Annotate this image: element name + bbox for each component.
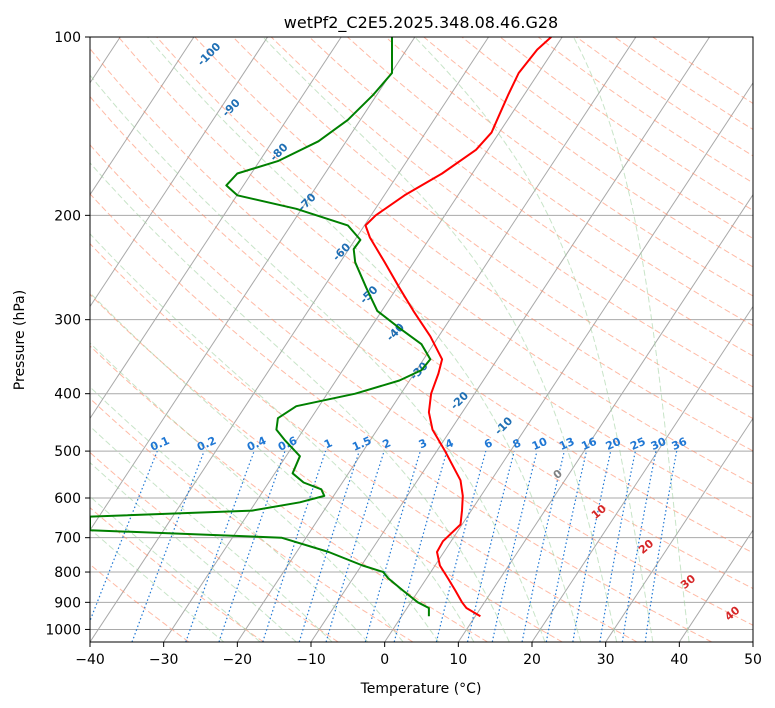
- dry-adiabat-line: [90, 243, 638, 642]
- moist-adiabat-line: [90, 292, 439, 642]
- x-axis-label: Temperature (°C): [360, 681, 482, 697]
- moist-adiabat-line: [90, 342, 404, 642]
- mixing-ratio-line: [131, 450, 205, 642]
- dry-adiabat-line: [232, 37, 753, 420]
- y-tick-label: 100: [54, 30, 81, 46]
- isotherm-line: [90, 37, 489, 642]
- moist-adiabat-line: [573, 37, 690, 642]
- x-tick-label: 40: [670, 652, 688, 668]
- mixing-ratio-line: [521, 450, 565, 642]
- dry-adiabat-line: [90, 193, 712, 642]
- moist-adiabat-line: [90, 461, 297, 642]
- isotherm-line: [90, 37, 268, 308]
- dry-adiabat-line: [308, 37, 753, 357]
- mixing-ratio-line: [90, 450, 158, 623]
- x-tick-label: 50: [744, 652, 762, 668]
- dry-adiabat-line: [90, 144, 753, 626]
- y-tick-label: 600: [54, 491, 81, 507]
- mixing-ratio-line: [364, 450, 421, 642]
- plot-frame: [89, 36, 754, 643]
- x-tick-label: 10: [449, 652, 467, 668]
- x-tick-label: −40: [75, 652, 105, 668]
- moist-adiabat-line: [90, 74, 546, 642]
- isotherm-line: [678, 529, 753, 642]
- mixing-ratio-line: [435, 450, 487, 642]
- isotherm-line: [90, 37, 195, 196]
- mixing-ratio-line: [393, 450, 448, 642]
- moist-adiabat-line: [90, 233, 475, 642]
- y-tick-label: 400: [54, 387, 81, 403]
- chart-title: wetPf2_C2E5.2025.348.08.46.G28: [284, 13, 558, 33]
- isotherm-line: [384, 81, 753, 642]
- mixing-ratio-line: [262, 450, 327, 642]
- dewpoint-line: [90, 37, 432, 617]
- dry-adiabat-line: [156, 37, 753, 485]
- x-axis: −40 −30 −20 −10 0 10 20 30 40 50: [75, 642, 762, 668]
- mixing-ratio-line: [218, 450, 286, 642]
- y-tick-label: 500: [54, 444, 81, 460]
- y-tick-label: 1000: [45, 622, 81, 638]
- x-tick-label: 0: [380, 652, 389, 668]
- profile-series: [90, 37, 552, 618]
- mixing-ratio-line: [644, 450, 678, 642]
- isotherm-line: [531, 305, 753, 642]
- isotherm-line: [163, 37, 563, 642]
- dry-adiabat-line: [90, 95, 753, 590]
- dry-adiabat-line: [385, 37, 753, 297]
- moist-adiabat-line: [90, 425, 333, 642]
- moist-adiabat-line: [262, 37, 618, 642]
- mixing-ratio-label: 36: [670, 435, 690, 453]
- isotherm-line: [236, 37, 637, 642]
- y-tick-label: 300: [54, 313, 81, 329]
- mixing-ratio-label: 13: [557, 435, 576, 453]
- mixing-ratio-label: 10: [530, 435, 550, 453]
- moist-adiabat-line: [414, 37, 654, 642]
- y-tick-label: 200: [54, 208, 81, 224]
- x-tick-label: −30: [149, 652, 179, 668]
- x-tick-label: −20: [223, 652, 253, 668]
- y-tick-label: 700: [54, 531, 81, 547]
- x-tick-label: 30: [597, 652, 615, 668]
- mixing-ratio-line: [185, 450, 255, 642]
- isotherm-line: [457, 193, 753, 642]
- moist-adiabat-line: [90, 495, 261, 642]
- isotherm-line: [90, 37, 416, 532]
- dry-adiabat-line: [118, 37, 753, 519]
- y-tick-label: 800: [54, 565, 81, 581]
- mixing-ratio-label: 20: [604, 435, 624, 453]
- y-tick-label: 900: [54, 595, 81, 611]
- y-axis-label: Pressure (hPa): [12, 290, 28, 390]
- mixing-ratio-label: 16: [579, 435, 599, 453]
- x-tick-label: −10: [296, 652, 326, 668]
- mixing-ratio-line: [491, 450, 538, 642]
- dry-adiabat-line: [90, 506, 264, 642]
- x-tick-label: 20: [523, 652, 541, 668]
- dry-adiabat-line: [90, 293, 563, 642]
- y-axis: 100 200 300 400 500 600 700 800 900 1000: [45, 30, 90, 638]
- background-lines: [90, 37, 753, 642]
- mixing-ratio-line: [466, 450, 515, 642]
- mixing-ratio-line: [298, 450, 360, 642]
- temperature-line: [364, 37, 552, 618]
- moist-adiabat-line: [90, 386, 369, 642]
- dry-adiabat-line: [90, 397, 414, 642]
- mixing-ratio-label: 30: [649, 435, 669, 453]
- mixing-ratio-label: 25: [628, 435, 647, 453]
- isotherm-line: [605, 417, 753, 642]
- moist-adiabat-line: [90, 528, 225, 642]
- moist-adiabat-line: [90, 162, 510, 642]
- isotherm-line: [90, 37, 342, 420]
- mixing-ratio-line: [325, 450, 385, 642]
- moist-adiabat-line: [147, 37, 582, 642]
- dry-adiabat-line: [90, 345, 488, 642]
